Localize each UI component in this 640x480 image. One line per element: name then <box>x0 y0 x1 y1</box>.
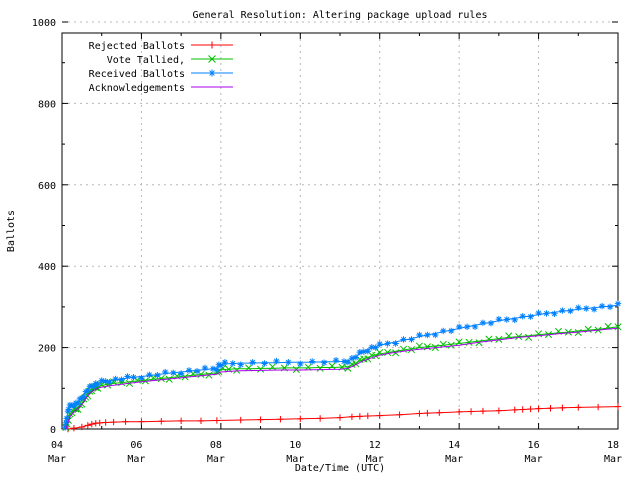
legend-label: Acknowledgements <box>89 83 185 94</box>
x-tick-label: 18 <box>607 440 619 451</box>
y-axis-label: Ballots <box>6 210 17 252</box>
x-tick-label: 12 <box>369 440 381 451</box>
y-tick-label: 400 <box>38 262 56 273</box>
series-markers-received-ballots <box>61 300 622 431</box>
legend-item: Received Ballots <box>89 69 233 80</box>
series-line-acknowledgements <box>65 327 619 430</box>
axes: 04 Mar 06 Mar 08 Mar 10 Mar 12 Mar 14 Mar 16 Mar 18 Mar… <box>32 18 622 465</box>
x-tick-label-month: Mar <box>445 454 463 465</box>
series-markers-vote-tallied <box>62 322 622 431</box>
y-tick-label: 800 <box>38 99 56 110</box>
y-tick-label: 600 <box>38 181 56 192</box>
x-tick-label: 08 <box>210 440 222 451</box>
x-tick-label-month: Mar <box>286 454 304 465</box>
x-tick-label-month: Mar <box>48 454 66 465</box>
x-tick-label: 06 <box>130 440 142 451</box>
y-tick-label: 1000 <box>32 18 56 29</box>
chart-title: General Resolution: Altering package upl… <box>192 10 487 21</box>
x-tick-label: 16 <box>528 440 540 451</box>
x-tick-label-month: Mar <box>366 454 384 465</box>
x-tick-label-month: Mar <box>604 454 622 465</box>
x-tick-label-month: Mar <box>207 454 225 465</box>
legend-item: Rejected Ballots <box>89 41 233 52</box>
legend-label: Rejected Ballots <box>89 41 185 52</box>
y-tick-label: 200 <box>38 344 56 355</box>
x-tick-label: 14 <box>448 440 460 451</box>
legend: Rejected Ballots Vote Tallied, Received Ba… <box>89 41 233 94</box>
legend-item: Acknowledgements <box>89 83 233 94</box>
series-markers-rejected-ballots <box>64 403 622 433</box>
legend-label: Received Ballots <box>89 69 185 80</box>
x-axis-label: Date/Time (UTC) <box>295 463 385 474</box>
x-tick-label-month: Mar <box>525 454 543 465</box>
x-tick-label: 04 <box>51 440 63 451</box>
legend-item: Vote Tallied, <box>107 55 233 66</box>
x-tick-label-month: Mar <box>127 454 145 465</box>
y-tick-label: 0 <box>50 425 56 436</box>
data-series <box>61 300 622 433</box>
legend-marker-star-icon <box>208 69 216 77</box>
x-tick-label: 10 <box>289 440 301 451</box>
legend-marker-plus-icon <box>208 41 216 49</box>
legend-marker-cross-icon <box>208 55 216 63</box>
legend-label: Vote Tallied, <box>107 55 185 66</box>
series-line-vote-tallied <box>65 326 619 430</box>
